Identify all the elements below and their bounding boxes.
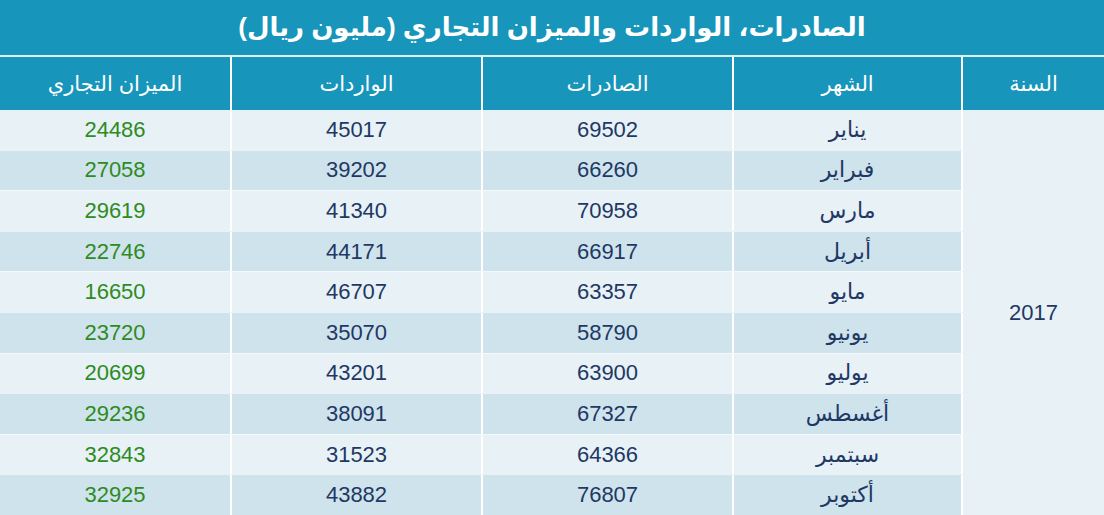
imports-cell: 41340 [232,191,483,231]
month-cell: سبتمبر [734,435,963,475]
imports-cell: 45017 [232,110,483,150]
balance-cell: 20699 [0,354,232,394]
exports-cell: 63900 [483,354,734,394]
month-cell: مارس [734,191,963,231]
imports-cell: 43882 [232,475,483,515]
table-row: أغسطس673273809129236 [0,393,963,434]
month-cell: يناير [734,110,963,150]
table-row: يناير695024501724486 [0,110,963,150]
imports-cell: 38091 [232,394,483,434]
month-cell: يوليو [734,354,963,394]
table-rows: يناير695024501724486فبراير66260392022705… [0,110,963,515]
month-cell: أكتوبر [734,475,963,515]
exports-cell: 70958 [483,191,734,231]
table-row: يوليو639004320120699 [0,353,963,394]
exports-cell: 63357 [483,272,734,312]
table-row: أبريل669174417122746 [0,231,963,272]
balance-cell: 27058 [0,151,232,191]
header-exports: الصادرات [483,57,734,110]
table-row: مايو633574670716650 [0,271,963,312]
exports-cell: 66917 [483,232,734,272]
imports-cell: 31523 [232,435,483,475]
month-cell: أبريل [734,232,963,272]
imports-cell: 43201 [232,354,483,394]
month-cell: فبراير [734,151,963,191]
imports-cell: 39202 [232,151,483,191]
month-cell: مايو [734,272,963,312]
table-row: مارس709584134029619 [0,190,963,231]
year-cell: 2017 [963,110,1104,515]
balance-cell: 29236 [0,394,232,434]
balance-cell: 24486 [0,110,232,150]
trade-table: الصادرات، الواردات والميزان التجاري (ملي… [0,0,1104,515]
imports-cell: 44171 [232,232,483,272]
balance-cell: 29619 [0,191,232,231]
balance-cell: 32925 [0,475,232,515]
table-body: 2017 يناير695024501724486فبراير662603920… [0,110,1104,515]
balance-cell: 32843 [0,435,232,475]
exports-cell: 76807 [483,475,734,515]
imports-cell: 35070 [232,313,483,353]
table-row: فبراير662603920227058 [0,150,963,191]
table-row: أكتوبر768074388232925 [0,474,963,515]
header-year: السنة [963,57,1104,110]
month-cell: يونيو [734,313,963,353]
table-title: الصادرات، الواردات والميزان التجاري (ملي… [0,0,1104,57]
table-header-row: السنة الشهر الصادرات الواردات الميزان ال… [0,57,1104,110]
exports-cell: 69502 [483,110,734,150]
exports-cell: 58790 [483,313,734,353]
exports-cell: 67327 [483,394,734,434]
balance-cell: 16650 [0,272,232,312]
table-row: يونيو587903507023720 [0,312,963,353]
header-month: الشهر [734,57,963,110]
month-cell: أغسطس [734,394,963,434]
header-imports: الواردات [232,57,483,110]
balance-cell: 23720 [0,313,232,353]
header-balance: الميزان التجاري [0,57,232,110]
imports-cell: 46707 [232,272,483,312]
balance-cell: 22746 [0,232,232,272]
table-row: سبتمبر643663152332843 [0,434,963,475]
exports-cell: 66260 [483,151,734,191]
exports-cell: 64366 [483,435,734,475]
